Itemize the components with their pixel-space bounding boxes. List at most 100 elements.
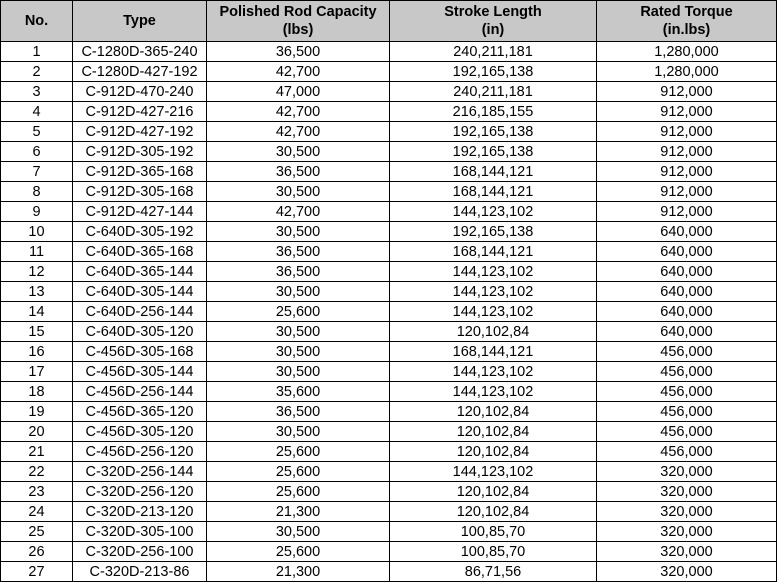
- header-text: Type: [123, 13, 156, 29]
- table-cell: C-320D-256-100: [72, 541, 207, 562]
- table-cell: C-456D-365-120: [72, 401, 207, 422]
- table-row: 9 C-912D-427-144 42,700 144,123,102 912,000: [0, 201, 777, 222]
- table-cell: C-456D-256-120: [72, 441, 207, 462]
- table-row: 4 C-912D-427-216 42,700 216,185,155 912,000: [0, 101, 777, 122]
- table-cell: C-640D-305-120: [72, 321, 207, 342]
- table-cell: 23: [0, 481, 73, 502]
- table-cell: 100,85,70: [389, 541, 597, 562]
- table-cell: C-320D-213-86: [72, 561, 207, 582]
- table-cell: 30,500: [206, 181, 390, 202]
- table-cell: 912,000: [596, 161, 777, 182]
- table-cell: 912,000: [596, 181, 777, 202]
- table-cell: 21,300: [206, 561, 390, 582]
- table-cell: 2: [0, 61, 73, 82]
- table-cell: 25,600: [206, 481, 390, 502]
- table-cell: 18: [0, 381, 73, 402]
- table-cell: 10: [0, 221, 73, 242]
- table-cell: 25,600: [206, 301, 390, 322]
- header-text: (in): [481, 22, 505, 38]
- table-cell: 36,500: [206, 261, 390, 282]
- table-cell: 42,700: [206, 61, 390, 82]
- table-row: 26 C-320D-256-100 25,600 100,85,70 320,000: [0, 541, 777, 562]
- table-cell: 7: [0, 161, 73, 182]
- table-row: 22 C-320D-256-144 25,600 144,123,102 320,000: [0, 461, 777, 482]
- table-row: 7 C-912D-365-168 36,500 168,144,121 912,000: [0, 161, 777, 182]
- table-row: 6 C-912D-305-192 30,500 192,165,138 912,000: [0, 141, 777, 162]
- table-row: 24 C-320D-213-120 21,300 120,102,84 320,000: [0, 501, 777, 522]
- table-cell: 192,165,138: [389, 141, 597, 162]
- table-cell: C-320D-305-100: [72, 521, 207, 542]
- table-row: 13 C-640D-305-144 30,500 144,123,102 640,000: [0, 281, 777, 302]
- table-cell: C-320D-256-120: [72, 481, 207, 502]
- table-cell: 320,000: [596, 561, 777, 582]
- table-cell: 216,185,155: [389, 101, 597, 122]
- header-row: No. Type Polished Rod Capacity (lbs) Stroke …: [0, 0, 777, 42]
- table-cell: C-912D-470-240: [72, 81, 207, 102]
- table-cell: 1: [0, 41, 73, 62]
- table-cell: 30,500: [206, 361, 390, 382]
- table-cell: 25,600: [206, 441, 390, 462]
- table-cell: 25,600: [206, 541, 390, 562]
- table-row: 23 C-320D-256-120 25,600 120,102,84 320,000: [0, 481, 777, 502]
- table-cell: 640,000: [596, 241, 777, 262]
- table-cell: 640,000: [596, 261, 777, 282]
- table-cell: 640,000: [596, 321, 777, 342]
- table-cell: 9: [0, 201, 73, 222]
- table-cell: 42,700: [206, 101, 390, 122]
- table-cell: 456,000: [596, 341, 777, 362]
- table-cell: 1,280,000: [596, 41, 777, 62]
- header-text: Rated Torque: [640, 4, 733, 20]
- table-cell: 13: [0, 281, 73, 302]
- table-cell: 456,000: [596, 441, 777, 462]
- table-row: 19 C-456D-365-120 36,500 120,102,84 456,000: [0, 401, 777, 422]
- table-row: 21 C-456D-256-120 25,600 120,102,84 456,000: [0, 441, 777, 462]
- header-text: (in.lbs): [662, 22, 711, 38]
- table-row: 18 C-456D-256-144 35,600 144,123,102 456,000: [0, 381, 777, 402]
- table-cell: 30,500: [206, 141, 390, 162]
- table-row: 27 C-320D-213-86 21,300 86,71,56 320,000: [0, 561, 777, 582]
- table-cell: 20: [0, 421, 73, 442]
- table-cell: 120,102,84: [389, 481, 597, 502]
- table-cell: 36,500: [206, 161, 390, 182]
- table-cell: 456,000: [596, 381, 777, 402]
- table-cell: 240,211,181: [389, 81, 597, 102]
- table-cell: 120,102,84: [389, 321, 597, 342]
- table-cell: 12: [0, 261, 73, 282]
- table-cell: 30,500: [206, 341, 390, 362]
- table-cell: 640,000: [596, 221, 777, 242]
- table-cell: 25,600: [206, 461, 390, 482]
- table-cell: 100,85,70: [389, 521, 597, 542]
- header-text: Polished Rod Capacity: [219, 4, 377, 20]
- table-cell: 240,211,181: [389, 41, 597, 62]
- header-cell: Polished Rod Capacity (lbs): [206, 0, 390, 42]
- table-cell: 144,123,102: [389, 381, 597, 402]
- table-row: 17 C-456D-305-144 30,500 144,123,102 456,000: [0, 361, 777, 382]
- table-cell: 36,500: [206, 241, 390, 262]
- table-cell: 5: [0, 121, 73, 142]
- table-row: 25 C-320D-305-100 30,500 100,85,70 320,000: [0, 521, 777, 542]
- table-cell: 24: [0, 501, 73, 522]
- table-cell: 168,144,121: [389, 161, 597, 182]
- table-cell: 168,144,121: [389, 241, 597, 262]
- table-cell: 30,500: [206, 281, 390, 302]
- table-cell: C-1280D-365-240: [72, 41, 207, 62]
- table-row: 3 C-912D-470-240 47,000 240,211,181 912,000: [0, 81, 777, 102]
- table-cell: 30,500: [206, 421, 390, 442]
- table-cell: 192,165,138: [389, 61, 597, 82]
- table-cell: 11: [0, 241, 73, 262]
- header-text: No.: [24, 13, 49, 29]
- table-row: 2 C-1280D-427-192 42,700 192,165,138 1,280,0…: [0, 61, 777, 82]
- table-cell: 30,500: [206, 221, 390, 242]
- table-cell: 144,123,102: [389, 201, 597, 222]
- table-cell: C-456D-305-120: [72, 421, 207, 442]
- table-row: 20 C-456D-305-120 30,500 120,102,84 456,000: [0, 421, 777, 442]
- table-cell: 86,71,56: [389, 561, 597, 582]
- table-cell: C-456D-305-168: [72, 341, 207, 362]
- table-row: 8 C-912D-305-168 30,500 168,144,121 912,000: [0, 181, 777, 202]
- table-cell: 22: [0, 461, 73, 482]
- table-cell: 14: [0, 301, 73, 322]
- table-row: 1 C-1280D-365-240 36,500 240,211,181 1,280,0…: [0, 41, 777, 62]
- table-cell: 27: [0, 561, 73, 582]
